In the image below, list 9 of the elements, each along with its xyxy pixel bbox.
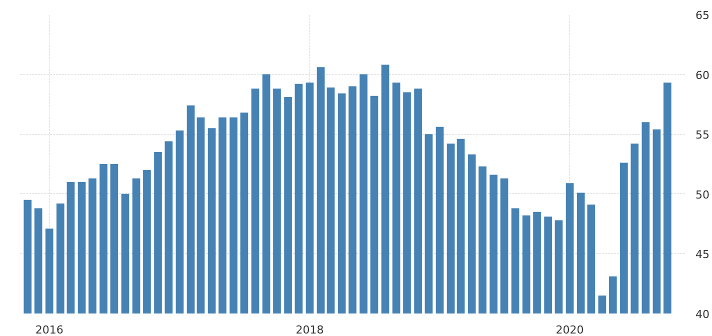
x-tick-label: 2018 (296, 324, 324, 336)
y-tick-label: 60 (696, 68, 710, 82)
y-tick-label: 45 (696, 248, 710, 262)
x-tick-label: 2016 (35, 324, 64, 336)
y-tick-label: 50 (696, 188, 710, 202)
y-tick-label: 65 (696, 9, 710, 22)
y-tick-label: 40 (696, 308, 710, 321)
x-tick-label: 2020 (556, 324, 584, 336)
y-tick-label: 55 (696, 128, 710, 142)
